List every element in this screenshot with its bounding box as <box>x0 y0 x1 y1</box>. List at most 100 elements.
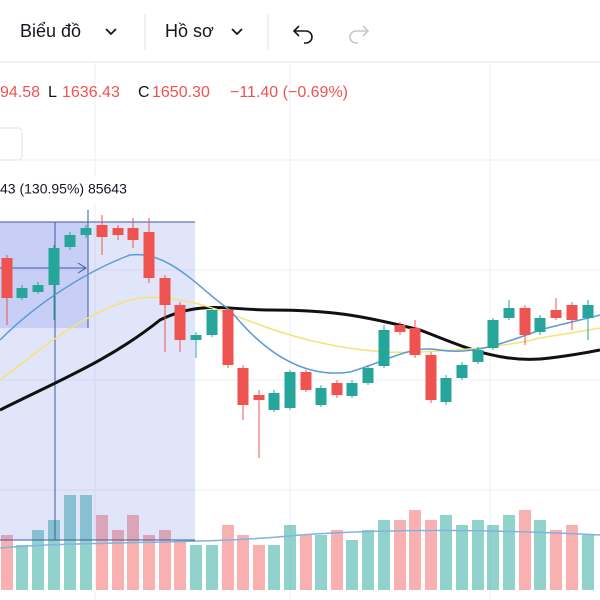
volume-bar <box>143 535 155 590</box>
candle-body <box>237 368 249 405</box>
candle-body <box>190 335 202 340</box>
ohlc-legend: 94.58 L 1636.43 C 1650.30 −11.40 (−0.69%… <box>0 84 348 101</box>
candle-body <box>222 310 234 365</box>
volume-bar <box>16 545 28 590</box>
volume-bars <box>0 495 600 590</box>
volume-ma <box>0 529 600 549</box>
volume-bar <box>112 530 124 590</box>
ma-mid <box>0 296 600 381</box>
change-value: −11.40 (−0.69%) <box>230 84 348 101</box>
measure-tooltip: 43 (130.95%) 85643 <box>0 181 127 197</box>
low-label: L <box>48 84 57 101</box>
volume-bar <box>503 515 515 590</box>
volume-bar <box>519 510 531 590</box>
ma-slow <box>0 306 600 412</box>
volume-bar <box>378 520 390 590</box>
candle-body <box>566 305 578 320</box>
candle-body <box>159 278 171 305</box>
volume-bar <box>190 545 202 590</box>
volume-bar <box>159 530 171 590</box>
candle-body <box>284 372 296 408</box>
volume-bar <box>362 530 374 590</box>
candle-body <box>315 388 327 405</box>
volume-bar <box>80 495 92 590</box>
candle-body <box>1 258 13 298</box>
candle-body <box>143 232 155 278</box>
candle-body <box>127 228 139 240</box>
close-value: 1650.30 <box>152 84 210 101</box>
candle-body <box>519 308 531 335</box>
volume-bar <box>409 510 421 590</box>
volume-bar <box>582 535 594 590</box>
measure-area <box>0 222 195 540</box>
candle-body <box>80 228 92 235</box>
candle-body <box>409 328 421 355</box>
candle-body <box>48 248 60 285</box>
candle-body <box>440 378 452 402</box>
volume-bar <box>346 540 358 590</box>
candle-body <box>378 330 390 366</box>
candle-body <box>346 383 358 396</box>
volume-bar <box>472 520 484 590</box>
volume-bar <box>331 530 343 590</box>
candles <box>1 215 594 458</box>
profile-menu[interactable]: Hồ sơ <box>165 21 214 41</box>
candle-body <box>16 288 28 298</box>
undo[interactable] <box>292 25 313 44</box>
candle-body <box>331 383 343 395</box>
candle-body <box>96 225 108 237</box>
measure-lines <box>0 210 195 541</box>
candle-body <box>550 310 562 318</box>
candle-body <box>582 305 594 318</box>
volume-bar <box>487 525 499 590</box>
candle-body <box>534 318 546 332</box>
volume-bar <box>440 515 452 590</box>
candle-body <box>425 355 437 400</box>
volume-bar <box>64 495 76 590</box>
volume-bar <box>48 520 60 590</box>
volume-bar <box>550 530 562 590</box>
candle-body <box>64 235 76 247</box>
close-label: C <box>138 84 150 101</box>
candle-body <box>487 320 499 348</box>
candle-body <box>268 393 280 410</box>
volume-bar <box>425 520 437 590</box>
volume-bar <box>300 535 312 590</box>
measure-tooltip-box <box>0 176 166 202</box>
candle-body <box>472 350 484 362</box>
volume-bar <box>315 535 327 590</box>
low-value: 1636.43 <box>62 84 120 101</box>
volume-bar <box>127 515 139 590</box>
candle-body <box>32 285 44 292</box>
candle-body <box>362 368 374 383</box>
volume-bar <box>96 515 108 590</box>
chart-menu[interactable]: Biểu đồ <box>20 21 81 41</box>
volume-bar <box>268 545 280 590</box>
open-value: 94.58 <box>0 84 40 101</box>
volume-bar <box>222 525 234 590</box>
volume-bar <box>253 545 265 590</box>
volume-bar <box>284 525 296 590</box>
candle-body <box>300 372 312 390</box>
candle-body <box>206 310 218 335</box>
candle-body <box>112 228 124 235</box>
volume-bar <box>237 535 249 590</box>
profile-menu-caret[interactable] <box>231 28 243 36</box>
ma-fast <box>0 253 600 374</box>
legend-toggle[interactable] <box>0 127 23 161</box>
redo[interactable] <box>349 25 370 44</box>
candle-body <box>174 305 186 340</box>
candle-body <box>503 308 515 318</box>
volume-bar <box>174 540 186 590</box>
volume-bar <box>1 535 13 590</box>
candle-body <box>253 395 265 400</box>
volume-bar <box>394 520 406 590</box>
candle-body <box>394 325 406 332</box>
chart-menu-caret[interactable] <box>105 28 117 36</box>
volume-bar <box>206 545 218 590</box>
volume-bar <box>456 525 468 590</box>
volume-bar <box>534 520 546 590</box>
